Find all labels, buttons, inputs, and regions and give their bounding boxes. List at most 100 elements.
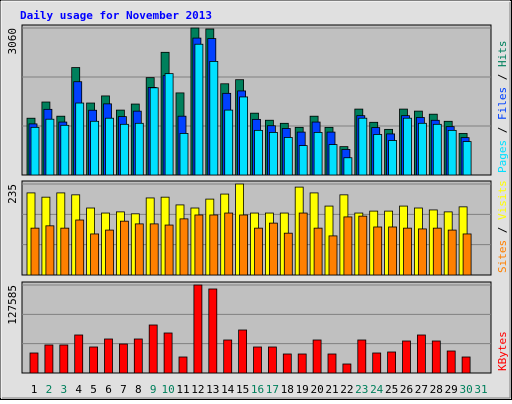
bar (403, 117, 412, 176)
bar (328, 144, 338, 176)
bar (74, 334, 84, 374)
x-tick-label: 16 (251, 383, 264, 396)
bar (447, 229, 457, 276)
legend-entry: Hits (496, 41, 509, 68)
bar (194, 214, 204, 276)
bar (60, 124, 70, 176)
bar (120, 220, 129, 276)
x-tick-label: 21 (325, 383, 338, 396)
bar (358, 215, 368, 276)
bar (178, 356, 188, 374)
bar (149, 223, 159, 276)
bar (283, 137, 293, 176)
bar (298, 145, 308, 176)
bar (343, 157, 353, 176)
bar (254, 129, 263, 176)
x-tick-label: 4 (75, 383, 82, 396)
x-tick-label: 24 (370, 383, 384, 396)
bar (447, 129, 457, 176)
x-tick-label: 22 (340, 383, 353, 396)
bar (30, 126, 40, 176)
bar (238, 329, 248, 374)
bar (45, 225, 55, 276)
bar (239, 214, 249, 276)
x-tick-label: 8 (135, 383, 142, 396)
x-tick-label: 5 (90, 383, 97, 396)
bar (149, 87, 159, 176)
bar (29, 352, 39, 374)
bar (45, 118, 55, 176)
x-tick-label: 14 (221, 383, 235, 396)
x-tick-label: 26 (400, 383, 413, 396)
legend: Sites / Visits (496, 180, 509, 273)
bar (388, 226, 398, 276)
bar (461, 356, 471, 374)
x-tick-label: 18 (281, 383, 294, 396)
y-tick-label: 235 (6, 184, 19, 204)
bar (60, 227, 70, 276)
bar (30, 227, 40, 276)
x-tick-label: 20 (310, 383, 323, 396)
x-tick-label: 12 (191, 383, 204, 396)
legend: Pages / Files / Hits (496, 41, 509, 174)
bar (417, 228, 427, 276)
bar (282, 353, 292, 374)
x-tick-label: 31 (474, 383, 487, 396)
legend-entry: Visits (496, 180, 509, 220)
bar (402, 340, 411, 374)
bar (120, 123, 129, 176)
x-tick-label: 27 (415, 383, 428, 396)
x-tick-label: 15 (236, 383, 249, 396)
bar (343, 216, 353, 276)
bar (224, 109, 234, 176)
legend-separator: / (496, 67, 509, 87)
bar (90, 233, 99, 276)
x-tick-label: 23 (355, 383, 368, 396)
bar (104, 338, 113, 374)
bar (372, 352, 382, 374)
bar (44, 344, 54, 374)
bar (313, 227, 323, 276)
bar (268, 222, 278, 276)
bar (297, 353, 307, 374)
bar (164, 73, 174, 176)
bar (388, 140, 398, 176)
bar (328, 235, 338, 276)
bar (224, 212, 234, 276)
bar (416, 334, 426, 374)
x-tick-label: 13 (206, 383, 219, 396)
legend-entry: KBytes (496, 331, 509, 371)
legend-separator: / (496, 120, 509, 140)
legend-entry: Files (496, 87, 509, 120)
bar (209, 61, 219, 176)
bar (298, 212, 308, 276)
legend-entry: Pages (496, 140, 509, 173)
bar (253, 346, 262, 374)
x-tick-label: 19 (296, 383, 309, 396)
bar (134, 122, 144, 176)
bar (164, 224, 174, 276)
bar (432, 227, 442, 276)
bar (357, 339, 367, 374)
legend-entry: Sites (496, 240, 509, 273)
bar (193, 284, 203, 374)
x-tick-label: 28 (430, 383, 443, 396)
x-tick-label: 2 (46, 383, 53, 396)
bar (134, 223, 144, 276)
bar (327, 353, 337, 374)
bar (90, 120, 99, 176)
bar (462, 141, 472, 176)
bar (209, 214, 219, 276)
x-tick-label: 3 (60, 383, 67, 396)
legend: KBytes (496, 331, 509, 371)
x-tick-label: 1 (31, 383, 38, 396)
bar (179, 133, 189, 176)
bar (312, 339, 322, 374)
bar (163, 332, 173, 374)
x-tick-label: 30 (459, 383, 472, 396)
bar (462, 233, 472, 276)
x-tick-label: 11 (176, 383, 189, 396)
bar (239, 96, 249, 176)
bar (373, 226, 383, 276)
